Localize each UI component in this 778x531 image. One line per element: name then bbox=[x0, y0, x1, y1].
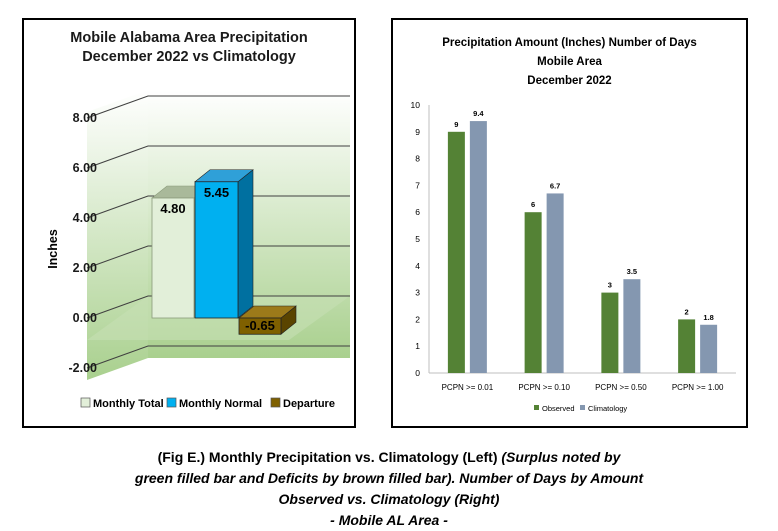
left-chart-panel: Mobile Alabama Area Precipitation Decemb… bbox=[22, 18, 356, 428]
gridline bbox=[86, 195, 350, 219]
data-label: 3 bbox=[608, 281, 612, 290]
y-tick-label: 9 bbox=[415, 127, 420, 137]
right-chart-title-line-1: Precipitation Amount (Inches) Number of … bbox=[442, 37, 697, 49]
right-chart-title-line-2: Mobile Area bbox=[537, 56, 602, 68]
figure-caption-line-4: - Mobile AL Area - bbox=[0, 511, 778, 529]
y-tick-label: 0.00 bbox=[73, 311, 97, 325]
left-chart-title-line-2: December 2022 vs Climatology bbox=[82, 49, 296, 65]
bar-climatology bbox=[623, 279, 641, 373]
data-label: 9 bbox=[454, 120, 458, 129]
y-tick-label: 6.00 bbox=[73, 161, 97, 175]
bar-observed bbox=[524, 212, 542, 373]
data-label: 5.45 bbox=[204, 185, 229, 200]
right-chart-title-line-3: December 2022 bbox=[527, 75, 612, 87]
caption-line-4-text: - Mobile AL Area - bbox=[330, 512, 448, 528]
right-chart-panel: Precipitation Amount (Inches) Number of … bbox=[391, 18, 748, 428]
legend-swatch bbox=[166, 397, 177, 408]
caption-line-1-normal: (Fig E.) Monthly Precipitation vs. Clima… bbox=[157, 449, 502, 465]
x-tick-label: PCPN >= 1.00 bbox=[672, 383, 724, 392]
y-tick-label: 3 bbox=[415, 288, 420, 298]
y-tick-label: 2.00 bbox=[73, 261, 97, 275]
x-tick-label: PCPN >= 0.01 bbox=[442, 383, 494, 392]
legend-label: Observed bbox=[542, 404, 575, 413]
gridline bbox=[86, 95, 350, 119]
caption-line-3-text: Observed vs. Climatology (Right) bbox=[278, 491, 500, 507]
gridline bbox=[86, 295, 350, 319]
caption-line-1-italic: (Surplus noted by bbox=[501, 449, 621, 465]
figure-caption-line-1: (Fig E.) Monthly Precipitation vs. Clima… bbox=[0, 448, 778, 466]
y-tick-label: 8 bbox=[415, 154, 420, 164]
legend-swatch bbox=[270, 397, 281, 408]
bar bbox=[238, 317, 282, 335]
bar-observed bbox=[678, 319, 696, 373]
bar-observed bbox=[447, 131, 465, 373]
y-tick-label: 0 bbox=[415, 368, 420, 378]
x-tick-label: PCPN >= 0.50 bbox=[595, 383, 647, 392]
y-tick-label: 10 bbox=[411, 100, 421, 110]
y-tick-label: 4.00 bbox=[73, 211, 97, 225]
y-tick-label: 2 bbox=[415, 314, 420, 324]
data-label: 6.7 bbox=[550, 181, 560, 190]
gridline bbox=[86, 145, 350, 169]
bar bbox=[194, 181, 239, 319]
y-axis-label: Inches bbox=[46, 229, 60, 269]
gridline bbox=[86, 345, 350, 369]
y-tick-label: 8.00 bbox=[73, 111, 97, 125]
data-label: 2 bbox=[685, 307, 689, 316]
y-tick-label: -2.00 bbox=[69, 361, 98, 375]
legend-swatch bbox=[534, 405, 539, 410]
data-label: 4.80 bbox=[160, 201, 185, 216]
y-tick-label: 7 bbox=[415, 180, 420, 190]
data-label: -0.65 bbox=[245, 318, 275, 333]
y-tick-label: 1 bbox=[415, 341, 420, 351]
legend-swatch bbox=[580, 405, 585, 410]
legend-label: Monthly Normal bbox=[179, 398, 262, 410]
y-tick-label: 4 bbox=[415, 261, 420, 271]
figure-caption-line-3: Observed vs. Climatology (Right) bbox=[0, 490, 778, 508]
bar-observed bbox=[601, 292, 619, 373]
bar-climatology bbox=[700, 324, 718, 373]
y-tick-label: 5 bbox=[415, 234, 420, 244]
legend-swatch bbox=[80, 397, 91, 408]
gridline bbox=[86, 245, 350, 269]
legend-label: Monthly Total bbox=[93, 398, 164, 410]
data-label: 3.5 bbox=[627, 267, 637, 276]
legend-label: Climatology bbox=[588, 404, 627, 413]
left-chart-title-line-1: Mobile Alabama Area Precipitation bbox=[70, 30, 308, 46]
legend-label: Departure bbox=[283, 398, 335, 410]
data-label: 9.4 bbox=[473, 109, 484, 118]
bar bbox=[151, 197, 195, 319]
figure-caption-line-2: green filled bar and Deficits by brown f… bbox=[0, 469, 778, 487]
x-tick-label: PCPN >= 0.10 bbox=[518, 383, 570, 392]
bar-side bbox=[237, 169, 254, 319]
y-tick-label: 6 bbox=[415, 207, 420, 217]
bar-climatology bbox=[469, 121, 487, 373]
bar-climatology bbox=[546, 193, 564, 373]
data-label: 6 bbox=[531, 200, 535, 209]
left-chart-plot: 8.00 6.00 4.00 2.00 0.00 -2.00 Inches 4.80 5.45 -… bbox=[46, 90, 350, 410]
caption-line-2-text: green filled bar and Deficits by brown f… bbox=[134, 470, 644, 486]
data-label: 1.8 bbox=[703, 313, 713, 322]
